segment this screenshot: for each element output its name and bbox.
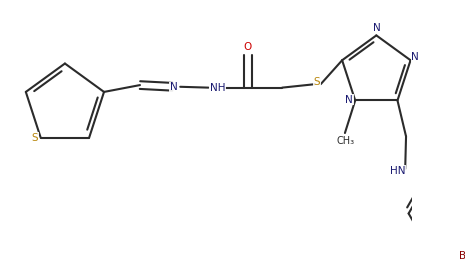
Text: N: N [412, 52, 419, 62]
Text: HN: HN [390, 166, 405, 176]
Text: S: S [32, 133, 38, 143]
Text: S: S [313, 77, 320, 87]
Text: Br: Br [459, 251, 465, 262]
Text: N: N [373, 23, 381, 33]
Text: N: N [170, 82, 177, 92]
Text: NH: NH [210, 83, 225, 93]
Text: O: O [244, 41, 252, 52]
Text: CH₃: CH₃ [337, 136, 355, 146]
Text: N: N [345, 95, 353, 105]
